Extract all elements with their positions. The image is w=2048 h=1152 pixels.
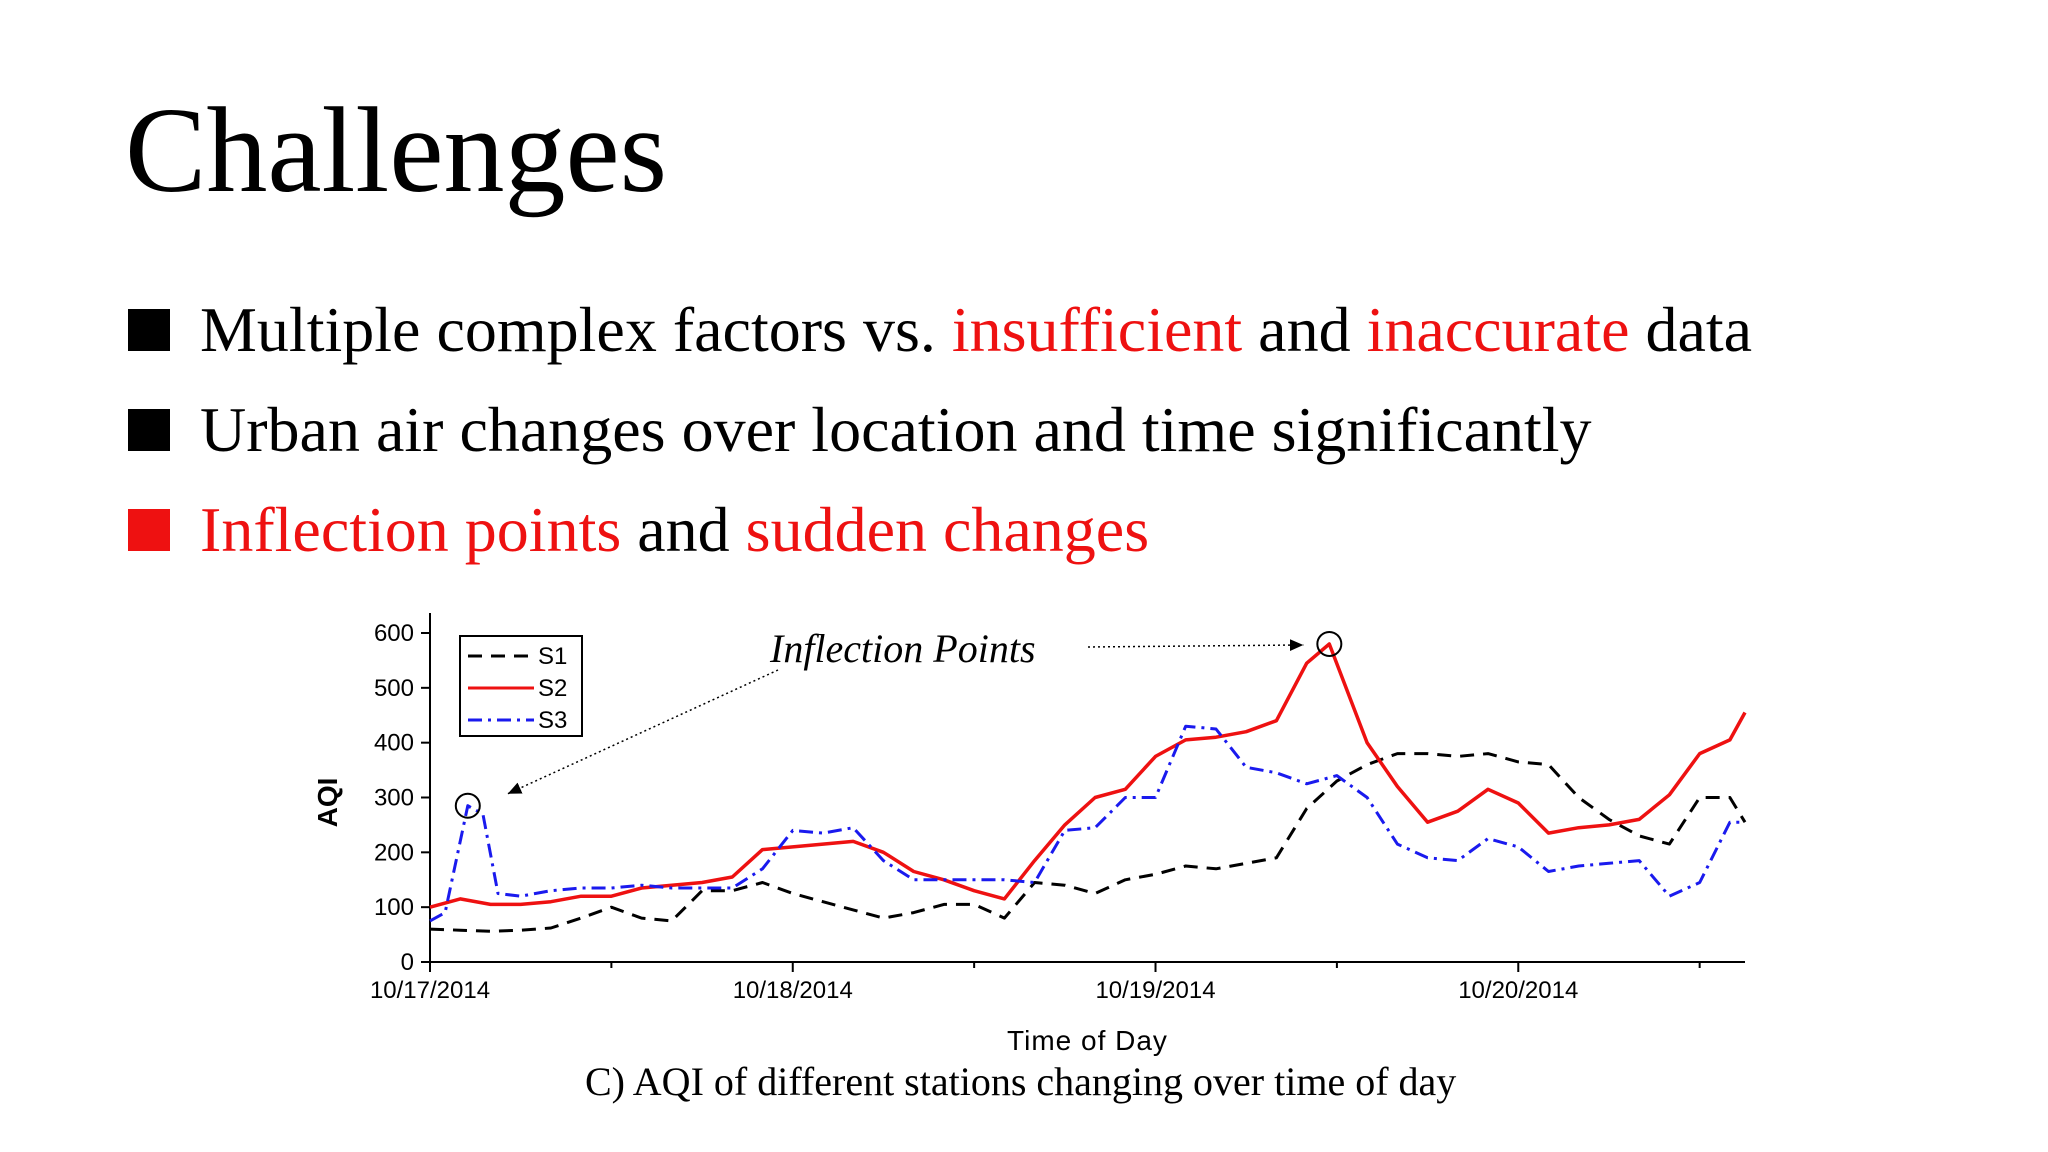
y-tick-label: 200	[374, 839, 414, 866]
bullet-item: Inflection points and sudden changes	[128, 480, 1752, 580]
slide-title: Challenges	[125, 83, 668, 218]
y-tick-label: 0	[401, 949, 414, 976]
annotation-arrow	[1087, 639, 1304, 652]
x-tick-label: 10/20/2014	[1458, 977, 1578, 1004]
bullet-text: Urban air changes over location and time…	[200, 394, 1592, 465]
y-tick-label: 500	[374, 675, 414, 702]
x-axis-label: Time of Day	[1007, 1025, 1168, 1056]
bullet-text: Multiple complex factors vs. insufficien…	[200, 293, 1752, 367]
series-line-s1	[429, 752, 1747, 933]
x-tick-label: 10/18/2014	[733, 977, 853, 1004]
figure-caption: C) AQI of different stations changing ov…	[585, 1059, 1457, 1104]
y-tick-label: 600	[374, 620, 414, 647]
bullet-part-highlight: sudden changes	[745, 494, 1150, 565]
annotation-label: Inflection Points	[769, 626, 1036, 671]
y-tick-label: 300	[374, 785, 414, 812]
bullet-part-highlight: Inflection points	[200, 494, 622, 565]
y-tick-label: 400	[374, 730, 414, 757]
series-line-s3	[429, 724, 1745, 923]
bullet-part: Multiple complex factors vs.	[200, 294, 952, 365]
series-line-s2	[429, 642, 1747, 909]
square-bullet-icon	[128, 309, 170, 351]
bullet-part-highlight: inaccurate	[1366, 294, 1630, 365]
inflection-point-marker	[1316, 630, 1343, 657]
x-tick-label: 10/17/2014	[370, 977, 490, 1004]
bullet-item: Urban air changes over location and time…	[128, 380, 1752, 480]
legend-label: S3	[538, 707, 567, 734]
legend-label: S2	[538, 675, 567, 702]
y-axis-label: AQI	[312, 778, 343, 828]
square-bullet-icon	[128, 409, 170, 451]
x-tick-label: 10/19/2014	[1095, 977, 1215, 1004]
bullet-text: Inflection points and sudden changes	[200, 493, 1149, 567]
bullet-part: data	[1629, 294, 1753, 365]
bullet-part: and	[621, 494, 746, 565]
inflection-point-marker	[454, 792, 481, 819]
bullet-item: Multiple complex factors vs. insufficien…	[128, 280, 1752, 380]
square-bullet-icon	[128, 509, 170, 551]
legend-label: S1	[538, 643, 567, 670]
bullet-part: and	[1242, 294, 1367, 365]
y-tick-label: 100	[374, 894, 414, 921]
bullet-list: Multiple complex factors vs. insufficien…	[128, 280, 1752, 580]
bullet-part-highlight: insufficient	[951, 294, 1243, 365]
